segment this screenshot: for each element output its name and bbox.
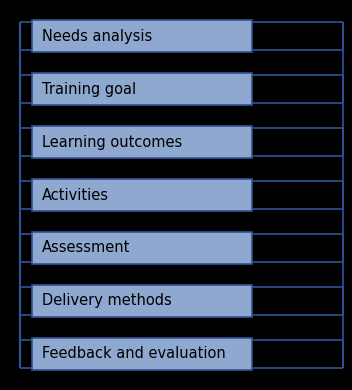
- Text: Assessment: Assessment: [42, 240, 131, 255]
- Text: Feedback and evaluation: Feedback and evaluation: [42, 346, 226, 361]
- FancyBboxPatch shape: [32, 126, 252, 158]
- FancyBboxPatch shape: [32, 73, 252, 105]
- FancyBboxPatch shape: [32, 179, 252, 211]
- Text: Training goal: Training goal: [42, 82, 136, 97]
- Text: Learning outcomes: Learning outcomes: [42, 135, 182, 150]
- FancyBboxPatch shape: [32, 232, 252, 264]
- Text: Needs analysis: Needs analysis: [42, 29, 152, 44]
- Text: Activities: Activities: [42, 188, 109, 202]
- Text: Delivery methods: Delivery methods: [42, 293, 172, 308]
- FancyBboxPatch shape: [32, 285, 252, 317]
- FancyBboxPatch shape: [32, 338, 252, 370]
- FancyBboxPatch shape: [32, 20, 252, 52]
